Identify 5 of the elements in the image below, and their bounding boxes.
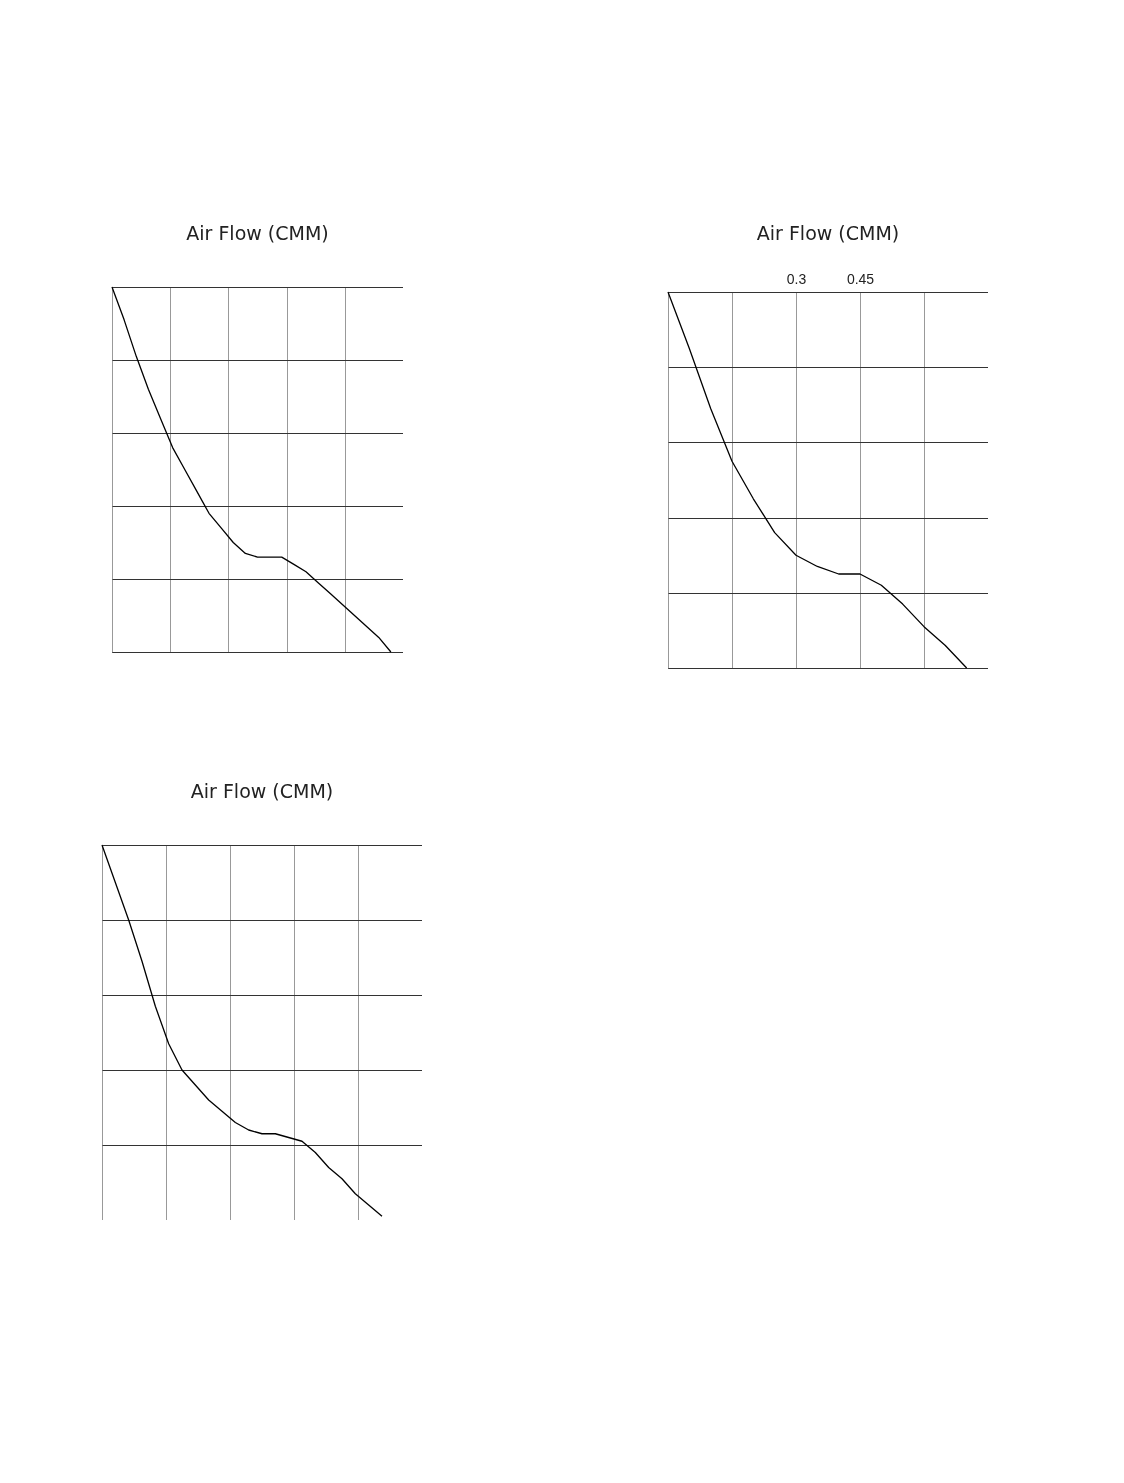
chart-title: Air Flow (CMM) — [756, 222, 900, 244]
chart-title: Air Flow (CMM) — [190, 780, 334, 803]
chart-title: Air Flow (CMM) — [186, 222, 329, 245]
x-tick-label: 0.3 — [786, 270, 807, 287]
x-tick-label: 0.45 — [846, 270, 875, 287]
